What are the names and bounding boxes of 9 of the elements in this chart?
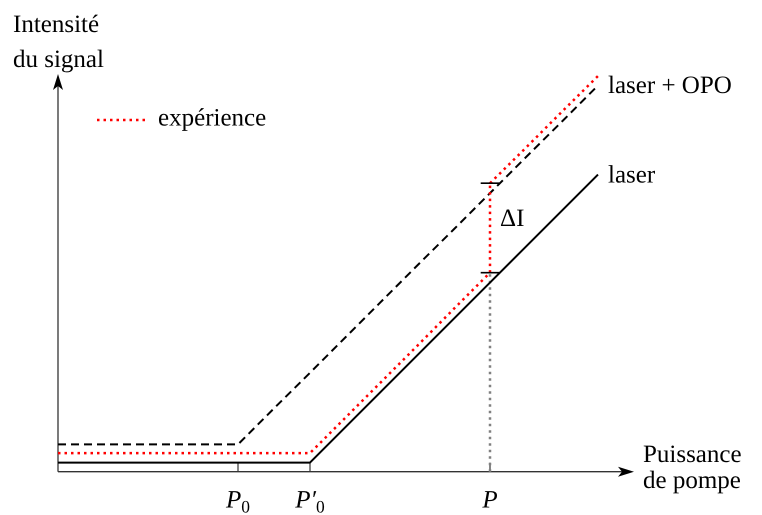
series-label: laser + OPO [608,72,732,100]
series-label: laser [608,161,656,188]
x-axis-title: Puissance de pompe [643,441,742,494]
annotation: ΔI [500,204,524,232]
legend-label: expérience [158,104,266,132]
x-tick-label: P$_{0}$ [224,486,250,515]
x-tick-label: P′$_{0}$ [294,486,325,515]
x-tick-label: P [481,486,498,514]
y-axis-title: Intensité du signal [13,11,104,73]
